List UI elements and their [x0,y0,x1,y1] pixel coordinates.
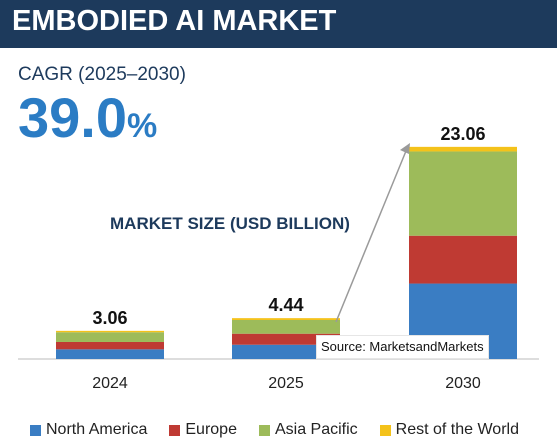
bar-segment-2030-3 [409,151,517,236]
legend-item-asia-pacific: Asia Pacific [258,421,358,439]
bar-segment-2025-1 [232,344,340,359]
bar-segment-2030-2 [409,235,517,284]
total-label-2024: 3.06 [92,308,127,328]
cagr-unit: % [127,107,158,145]
legend-label: North America [46,421,148,438]
total-label-2025: 4.44 [268,295,303,315]
source-label: Source: MarketsandMarkets [316,335,489,359]
category-label-2024: 2024 [92,375,128,392]
bar-segment-2024-4 [56,330,164,333]
bar-segment-2024-1 [56,349,164,359]
market-size-title: MARKET SIZE (USD BILLION) [110,214,350,233]
cagr-label: CAGR (2025–2030) [18,64,186,85]
legend-swatch [379,424,391,436]
bar-segment-2025-2 [232,333,340,345]
category-label-2030: 2030 [445,375,481,392]
bar-segment-2024-3 [56,332,164,342]
legend-label: Rest of the World [395,421,519,438]
legend-label: Europe [185,421,237,438]
legend-swatch [30,424,41,436]
cagr-value: 39.0% [18,86,157,158]
header-bar: EMBODIED AI MARKET [0,0,557,48]
legend-item-rest-of-world: Rest of the World [379,421,519,439]
bar-segment-2025-3 [232,319,340,334]
page-title: EMBODIED AI MARKET [12,5,337,37]
total-label-2030: 23.06 [440,124,485,144]
legend: North America Europe Asia Pacific Rest o… [30,419,541,441]
bar-segment-2030-4 [409,146,517,152]
legend-swatch [169,424,181,436]
legend-item-north-america: North America [30,421,147,439]
legend-label: Asia Pacific [274,421,358,438]
legend-swatch [258,424,270,436]
legend-item-europe: Europe [169,421,237,439]
cagr-number: 39.0 [18,86,127,149]
growth-arrow-head [400,143,410,154]
bar-segment-2025-4 [232,318,340,320]
growth-arrow-line [335,150,407,323]
category-label-2025: 2025 [268,375,304,392]
label-group: 3.06 2024 4.44 2025 23.06 2030 [92,124,485,392]
bar-segment-2024-2 [56,341,164,350]
